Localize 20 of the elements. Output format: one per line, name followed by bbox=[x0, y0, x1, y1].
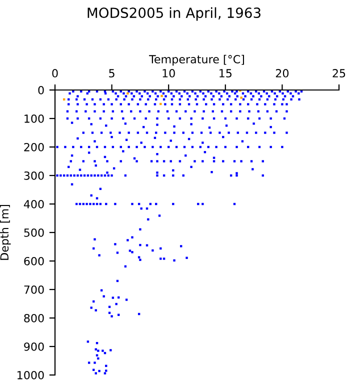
y-axis-title: Depth [m] bbox=[0, 205, 11, 260]
y-tick-label: 0 bbox=[38, 86, 44, 94]
x-tick-label: 15 bbox=[220, 69, 232, 78]
x-tick-label: 10 bbox=[162, 69, 175, 78]
y-tick-label: 200 bbox=[24, 142, 44, 152]
x-tick-label: 0 bbox=[52, 69, 58, 78]
x-tick-label: 5 bbox=[109, 69, 114, 78]
y-tick-label: 600 bbox=[24, 256, 44, 266]
x-axis-title: Temperature [°C] bbox=[149, 54, 244, 66]
y-tick-label: 400 bbox=[24, 200, 44, 208]
y-tick-label: 1000 bbox=[18, 370, 44, 380]
y-tick-label: 300 bbox=[24, 171, 44, 180]
y-tick-label: 800 bbox=[24, 314, 44, 322]
y-tick-label: 500 bbox=[24, 228, 44, 237]
y-tick-label: 700 bbox=[24, 285, 44, 294]
y-tick-label: 100 bbox=[24, 114, 44, 123]
x-tick-label: 25 bbox=[332, 69, 346, 78]
x-tick-label: 20 bbox=[276, 69, 289, 78]
y-tick-label: 900 bbox=[24, 342, 44, 351]
chart-title: MODS2005 in April, 1963 bbox=[88, 7, 260, 21]
